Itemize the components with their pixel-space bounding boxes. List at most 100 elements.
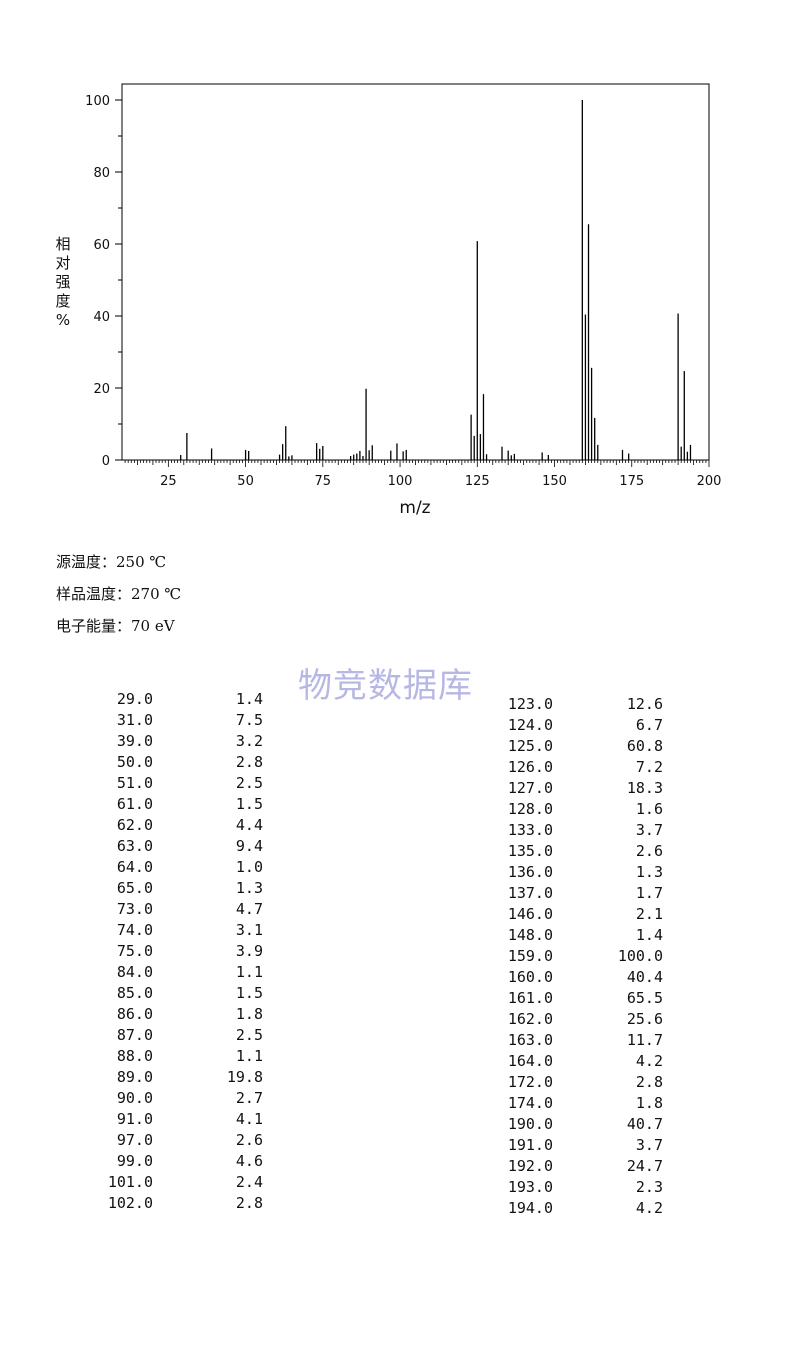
peak-intensity: 1.1 xyxy=(235,963,263,981)
x-tick-label: 200 xyxy=(697,474,722,489)
peak-intensity: 2.5 xyxy=(235,1026,263,1044)
peak-row: 161.0 65.5 xyxy=(497,988,663,1009)
peak-mz: 65.0 xyxy=(116,879,153,897)
peak-mz: 164.0 xyxy=(507,1052,553,1070)
y-tick-label: 40 xyxy=(93,310,110,325)
peak-row: 123.0 12.6 xyxy=(497,694,663,715)
peak-intensity: 4.6 xyxy=(235,1152,263,1170)
peak-mz: 73.0 xyxy=(116,900,153,918)
peak-mz: 137.0 xyxy=(507,884,553,902)
peak-intensity: 100.0 xyxy=(617,947,663,965)
x-tick-label: 175 xyxy=(619,474,644,489)
y-tick-label: 80 xyxy=(93,166,110,181)
peak-row: 73.0 4.7 xyxy=(97,899,263,920)
x-tick-label: 125 xyxy=(465,474,490,489)
peak-intensity: 1.5 xyxy=(235,984,263,1002)
peak-intensity: 60.8 xyxy=(626,737,663,755)
watermark: 物竞数据库 xyxy=(298,666,473,706)
peak-intensity: 9.4 xyxy=(235,837,263,855)
peak-row: 174.0 1.8 xyxy=(497,1093,663,1114)
peak-row: 65.0 1.3 xyxy=(97,878,263,899)
y-axis-label-char: 度 xyxy=(55,292,70,310)
peak-mz: 75.0 xyxy=(116,942,153,960)
peak-mz: 99.0 xyxy=(116,1152,153,1170)
peak-mz: 90.0 xyxy=(116,1089,153,1107)
peak-mz: 101.0 xyxy=(107,1173,153,1191)
peak-intensity: 4.7 xyxy=(235,900,263,918)
peak-mz: 190.0 xyxy=(507,1115,553,1133)
peak-intensity: 18.3 xyxy=(626,779,663,797)
peak-mz: 192.0 xyxy=(507,1157,553,1175)
peak-mz: 62.0 xyxy=(116,816,153,834)
peak-row: 63.0 9.4 xyxy=(97,836,263,857)
peak-mz: 146.0 xyxy=(507,905,553,923)
peak-mz: 124.0 xyxy=(507,716,553,734)
peak-mz: 29.0 xyxy=(116,690,153,708)
peak-row: 29.0 1.4 xyxy=(97,689,263,710)
peak-row: 85.0 1.5 xyxy=(97,983,263,1004)
peak-mz: 193.0 xyxy=(507,1178,553,1196)
peak-intensity: 1.8 xyxy=(635,1094,663,1112)
peak-intensity: 2.3 xyxy=(635,1178,663,1196)
y-axis: 0 20 40 60 80 100 xyxy=(85,94,122,469)
peak-row: 127.0 18.3 xyxy=(497,778,663,799)
peak-row: 74.0 3.1 xyxy=(97,920,263,941)
peak-intensity: 2.4 xyxy=(235,1173,263,1191)
peak-mz: 63.0 xyxy=(116,837,153,855)
peak-intensity: 1.5 xyxy=(235,795,263,813)
peak-row: 97.0 2.6 xyxy=(97,1130,263,1151)
peak-row: 133.0 3.7 xyxy=(497,820,663,841)
peak-row: 162.0 25.6 xyxy=(497,1009,663,1030)
spectrum-bars xyxy=(180,100,692,460)
y-tick-label: 20 xyxy=(93,382,110,397)
peak-intensity: 2.8 xyxy=(635,1073,663,1091)
peak-row: 84.0 1.1 xyxy=(97,962,263,983)
peak-row: 101.0 2.4 xyxy=(97,1172,263,1193)
peak-mz: 61.0 xyxy=(116,795,153,813)
x-tick-label: 100 xyxy=(388,474,413,489)
peak-row: 125.0 60.8 xyxy=(497,736,663,757)
peak-row: 191.0 3.7 xyxy=(497,1135,663,1156)
peak-mz: 126.0 xyxy=(507,758,553,776)
peak-intensity: 4.2 xyxy=(635,1052,663,1070)
peak-mz: 172.0 xyxy=(507,1073,553,1091)
peak-intensity: 12.6 xyxy=(626,695,663,713)
peak-mz: 123.0 xyxy=(507,695,553,713)
peak-intensity: 65.5 xyxy=(626,989,663,1007)
electron-energy: 电子能量：70 eV xyxy=(56,617,175,635)
peak-row: 137.0 1.7 xyxy=(497,883,663,904)
peak-intensity: 3.2 xyxy=(235,732,263,750)
peak-mz: 91.0 xyxy=(116,1110,153,1128)
peak-mz: 160.0 xyxy=(507,968,553,986)
peak-intensity: 7.2 xyxy=(635,758,663,776)
peak-mz: 125.0 xyxy=(507,737,553,755)
peak-row: 146.0 2.1 xyxy=(497,904,663,925)
peak-intensity: 3.7 xyxy=(635,821,663,839)
peak-intensity: 11.7 xyxy=(626,1031,663,1049)
peak-mz: 163.0 xyxy=(507,1031,553,1049)
peak-row: 64.0 1.0 xyxy=(97,857,263,878)
peak-intensity: 7.5 xyxy=(235,711,263,729)
peak-row: 102.0 2.8 xyxy=(97,1193,263,1214)
peak-mz: 87.0 xyxy=(116,1026,153,1044)
peak-row: 128.0 1.6 xyxy=(497,799,663,820)
peak-table-left: 29.0 1.4 31.0 7.5 39.0 3.2 50.0 2.8 51.0 2.5 61.0 1… xyxy=(97,689,263,1214)
peak-mz: 97.0 xyxy=(116,1131,153,1149)
peak-row: 126.0 7.2 xyxy=(497,757,663,778)
peak-mz: 86.0 xyxy=(116,1005,153,1023)
y-tick-label: 60 xyxy=(93,238,110,253)
peak-intensity: 1.4 xyxy=(635,926,663,944)
peak-intensity: 40.7 xyxy=(626,1115,663,1133)
peak-mz: 50.0 xyxy=(116,753,153,771)
peak-intensity: 2.6 xyxy=(235,1131,263,1149)
peak-mz: 89.0 xyxy=(116,1068,153,1086)
peak-intensity: 1.4 xyxy=(235,690,263,708)
peak-intensity: 24.7 xyxy=(626,1157,663,1175)
sample-temperature: 样品温度：270 ℃ xyxy=(56,585,182,603)
peak-mz: 191.0 xyxy=(507,1136,553,1154)
peak-row: 50.0 2.8 xyxy=(97,752,263,773)
y-axis-label: 相对强度% xyxy=(55,235,70,329)
peak-mz: 127.0 xyxy=(507,779,553,797)
x-tick-label: 75 xyxy=(315,474,332,489)
peak-row: 75.0 3.9 xyxy=(97,941,263,962)
